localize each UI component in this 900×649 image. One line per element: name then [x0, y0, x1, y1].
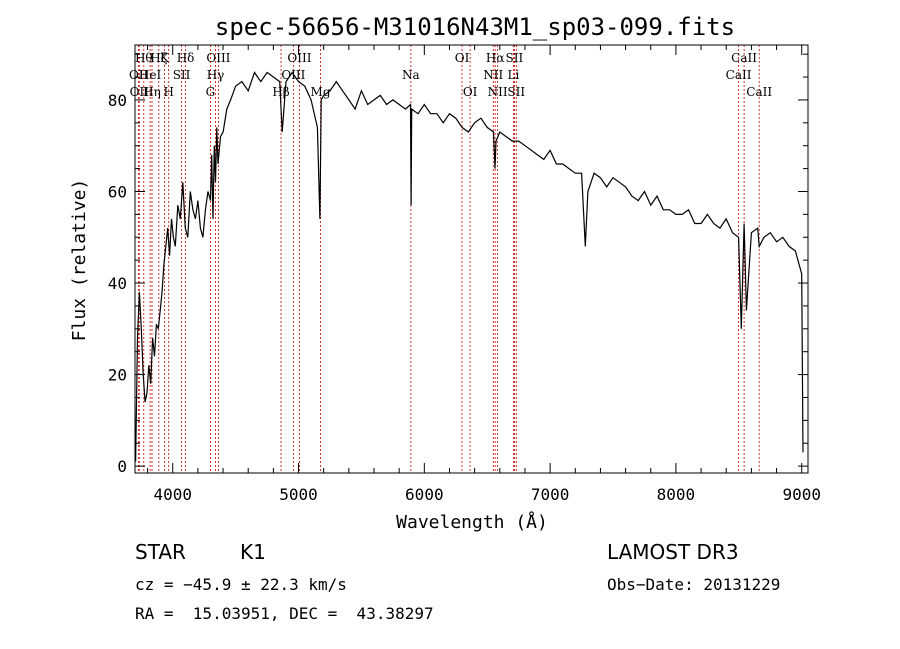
x-axis-label: Wavelength (Å)	[396, 511, 548, 533]
line-marker-label-16: Mg	[311, 85, 331, 99]
line-marker-label-19: OI	[463, 85, 478, 99]
flux-line	[135, 71, 804, 462]
axis-ticks	[135, 45, 808, 473]
line-marker-label-13: Hβ	[272, 85, 289, 99]
survey-name: LAMOST DR3	[607, 540, 739, 564]
y-tick-label-1: 20	[108, 366, 127, 385]
coordinates: RA = 15.03951, DEC = 43.38297	[135, 604, 434, 623]
line-marker-label-27: CaII	[731, 51, 757, 65]
x-tick-label-4: 8000	[657, 485, 696, 504]
line-marker-label-7: H	[163, 85, 173, 99]
line-marker-label-20: NII	[483, 68, 503, 82]
x-tick-label-1: 5000	[279, 485, 318, 504]
line-marker-label-24: SII	[506, 51, 524, 65]
y-tick-label-2: 40	[108, 274, 127, 293]
obs-date: Obs−Date: 20131229	[607, 575, 781, 594]
object-subclass: K1	[240, 540, 266, 564]
line-markers	[138, 45, 760, 473]
line-marker-label-23: Li	[507, 68, 519, 82]
line-marker-label-10: G	[206, 85, 216, 99]
y-tick-label-0: 0	[117, 457, 127, 476]
y-tick-label-3: 60	[108, 182, 127, 201]
line-marker-label-3: HeI	[139, 68, 162, 82]
plot-frame	[134, 44, 809, 474]
line-marker-label-17: Na	[402, 68, 420, 82]
line-marker-label-18: OI	[455, 51, 470, 65]
line-marker-label-4: Hη	[143, 85, 161, 99]
line-marker-label-8: SII	[173, 68, 191, 82]
line-marker-label-11: Hγ	[207, 68, 225, 82]
x-tick-label-2: 6000	[405, 485, 444, 504]
line-marker-labels: OIIOIIHθHeIHηHζKHSIIHδGHγOIIIHβOIIIOIIIM…	[129, 51, 772, 99]
line-marker-label-9: Hδ	[177, 51, 195, 65]
y-tick-label-4: 80	[108, 91, 127, 110]
object-class: STAR	[135, 540, 186, 564]
y-axis-label: Flux (relative)	[69, 179, 90, 342]
line-marker-label-5: Hζ	[150, 51, 167, 65]
line-marker-label-15: OIII	[287, 51, 311, 65]
line-marker-label-25: SII	[507, 85, 525, 99]
x-tick-label-0: 4000	[153, 485, 192, 504]
line-marker-label-28: CaII	[746, 85, 772, 99]
x-tick-label-3: 7000	[531, 485, 570, 504]
redshift-text: cz = −45.9 ± 22.3 km/s	[135, 575, 347, 594]
line-marker-label-21: Hα	[486, 51, 505, 65]
line-marker-label-26: CaII	[726, 68, 752, 82]
chart-title: spec-56656-M31016N43M1_sp03-099.fits	[215, 13, 735, 41]
axis-tick-labels: 4000 5000 6000 7000 8000 9000 0 20 40 60 80	[108, 91, 821, 504]
line-marker-label-0: OII	[129, 68, 149, 82]
line-marker-label-6: K	[160, 51, 170, 65]
line-marker-label-12: OIII	[206, 51, 230, 65]
line-marker-label-22: NII	[488, 85, 508, 99]
x-tick-label-5: 9000	[782, 485, 821, 504]
